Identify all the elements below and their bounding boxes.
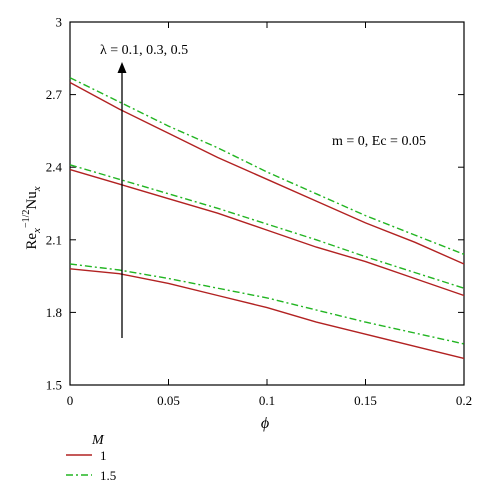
- legend-title: M: [91, 433, 105, 448]
- x-tick-label: 0.15: [354, 393, 377, 408]
- series-line-M1-lambda0.5: [69, 81, 465, 265]
- y-tick-label: 2.1: [46, 232, 62, 247]
- y-tick-label: 1.5: [46, 378, 62, 393]
- lambda-annotation: λ = 0.1, 0.3, 0.5: [100, 43, 188, 58]
- series-line-M1-lambda0.1: [69, 268, 465, 360]
- y-tick-label: 2.7: [46, 87, 63, 102]
- series-lines: [69, 77, 465, 360]
- y-axis-label: Rex−1/2Nux: [21, 186, 43, 249]
- series-line-M1-lambda0.3: [69, 168, 465, 297]
- legend: M 1 1.5: [66, 433, 116, 483]
- y-tick-label: 1.8: [46, 305, 62, 320]
- legend-label: 1: [100, 448, 107, 463]
- series-line-M1.5-lambda0.5: [69, 77, 465, 255]
- series-line-M1.5-lambda0.1: [69, 263, 465, 345]
- y-tick-label: 3: [56, 15, 63, 30]
- x-tick-label: 0.1: [259, 393, 275, 408]
- x-axis-label: ϕ: [261, 415, 269, 432]
- lambda-arrow-head: [117, 62, 127, 73]
- axes: 0 0.05 0.1 0.15 0.2 1.5 1.8 2.1 2.4 2.7 3: [46, 15, 472, 409]
- params-annotation: m = 0, Ec = 0.05: [332, 134, 426, 149]
- legend-label: 1.5: [100, 468, 116, 483]
- series-line-M1.5-lambda0.3: [69, 164, 465, 289]
- x-tick-label: 0: [67, 393, 74, 408]
- y-tick-label: 2.4: [46, 160, 63, 175]
- x-tick-label: 0.2: [456, 393, 472, 408]
- x-tick-label: 0.05: [157, 393, 180, 408]
